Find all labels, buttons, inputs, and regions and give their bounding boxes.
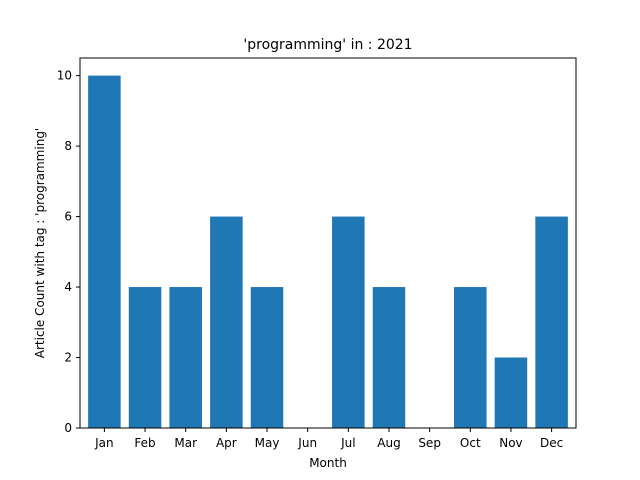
x-tick-label: Jan: [94, 436, 114, 450]
bar-may: [250, 287, 284, 428]
bar-jan: [88, 75, 121, 429]
y-tick-label: 8: [64, 139, 72, 153]
x-axis-label: Month: [309, 456, 347, 470]
chart-title: 'programming' in : 2021: [243, 37, 412, 53]
y-axis-label: Article Count with tag : 'programming': [33, 128, 47, 358]
x-tick-label: Apr: [216, 436, 237, 450]
x-tick-label: Aug: [377, 436, 400, 450]
y-tick-label: 0: [64, 421, 72, 435]
x-tick-label: May: [255, 436, 280, 450]
x-tick-label: Nov: [499, 436, 522, 450]
plot-frame: [79, 57, 577, 429]
y-axis: 0 2 4 6 8 10: [57, 69, 80, 435]
bar-aug: [372, 287, 406, 428]
bar-feb: [128, 287, 162, 428]
bar-dec: [535, 216, 568, 428]
x-axis: Jan Feb Mar Apr May Jun Jul Aug Sep Oct Nov Dec: [94, 428, 563, 450]
y-tick-label: 4: [64, 280, 72, 294]
x-tick-label: Jun: [297, 436, 317, 450]
bar-oct: [454, 287, 487, 428]
bar-nov: [494, 357, 528, 428]
x-tick-label: Jul: [340, 436, 355, 450]
x-tick-label: Mar: [174, 436, 197, 450]
y-tick-label: 2: [64, 351, 72, 365]
x-tick-label: Feb: [134, 436, 155, 450]
y-tick-label: 6: [64, 210, 72, 224]
x-tick-label: Oct: [460, 436, 481, 450]
bar-apr: [210, 216, 243, 428]
x-tick-label: Sep: [418, 436, 441, 450]
y-tick-label: 10: [57, 69, 72, 83]
bars-group: [88, 75, 568, 429]
bar-mar: [169, 287, 202, 428]
x-tick-label: Dec: [540, 436, 563, 450]
bar-jul: [332, 216, 365, 428]
